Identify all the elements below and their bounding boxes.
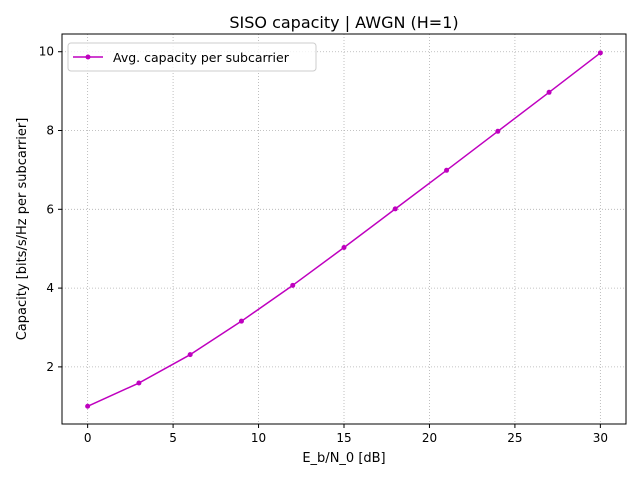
data-point (136, 380, 142, 386)
data-point (341, 245, 347, 251)
x-tick-label: 20 (422, 431, 437, 445)
data-point (546, 89, 552, 95)
y-tick-label: 10 (39, 45, 54, 59)
x-tick-label: 0 (84, 431, 92, 445)
data-point (495, 128, 501, 134)
y-tick-label: 6 (46, 202, 54, 216)
x-tick-label: 10 (251, 431, 266, 445)
y-tick-label: 4 (46, 281, 54, 295)
legend-entry-label: Avg. capacity per subcarrier (113, 50, 290, 65)
legend: Avg. capacity per subcarrier (67, 42, 317, 72)
x-axis-label: E_b/N_0 [dB] (302, 451, 385, 466)
x-tick-label: 15 (336, 431, 351, 445)
data-point (444, 167, 450, 173)
y-tick-label: 2 (46, 360, 54, 374)
data-point (290, 282, 296, 288)
legend-marker-swatch (85, 54, 91, 60)
data-point (597, 50, 603, 56)
grid (62, 34, 626, 424)
data-point (392, 206, 398, 212)
y-axis-label: Capacity [bits/s/Hz per subcarrier] (15, 118, 30, 341)
x-tick-label: 30 (593, 431, 608, 445)
data-point (187, 352, 193, 358)
series-layer (85, 50, 603, 409)
data-point (85, 403, 91, 409)
legend-box (67, 42, 317, 72)
data-point (238, 318, 244, 324)
chart-title: SISO capacity | AWGN (H=1) (229, 13, 458, 32)
y-tick-label: 8 (46, 124, 54, 138)
x-tick-label: 5 (169, 431, 177, 445)
axis-ticks: 0 5 10 15 20 25 30 2 4 6 8 10 (39, 45, 608, 445)
x-tick-label: 25 (507, 431, 522, 445)
